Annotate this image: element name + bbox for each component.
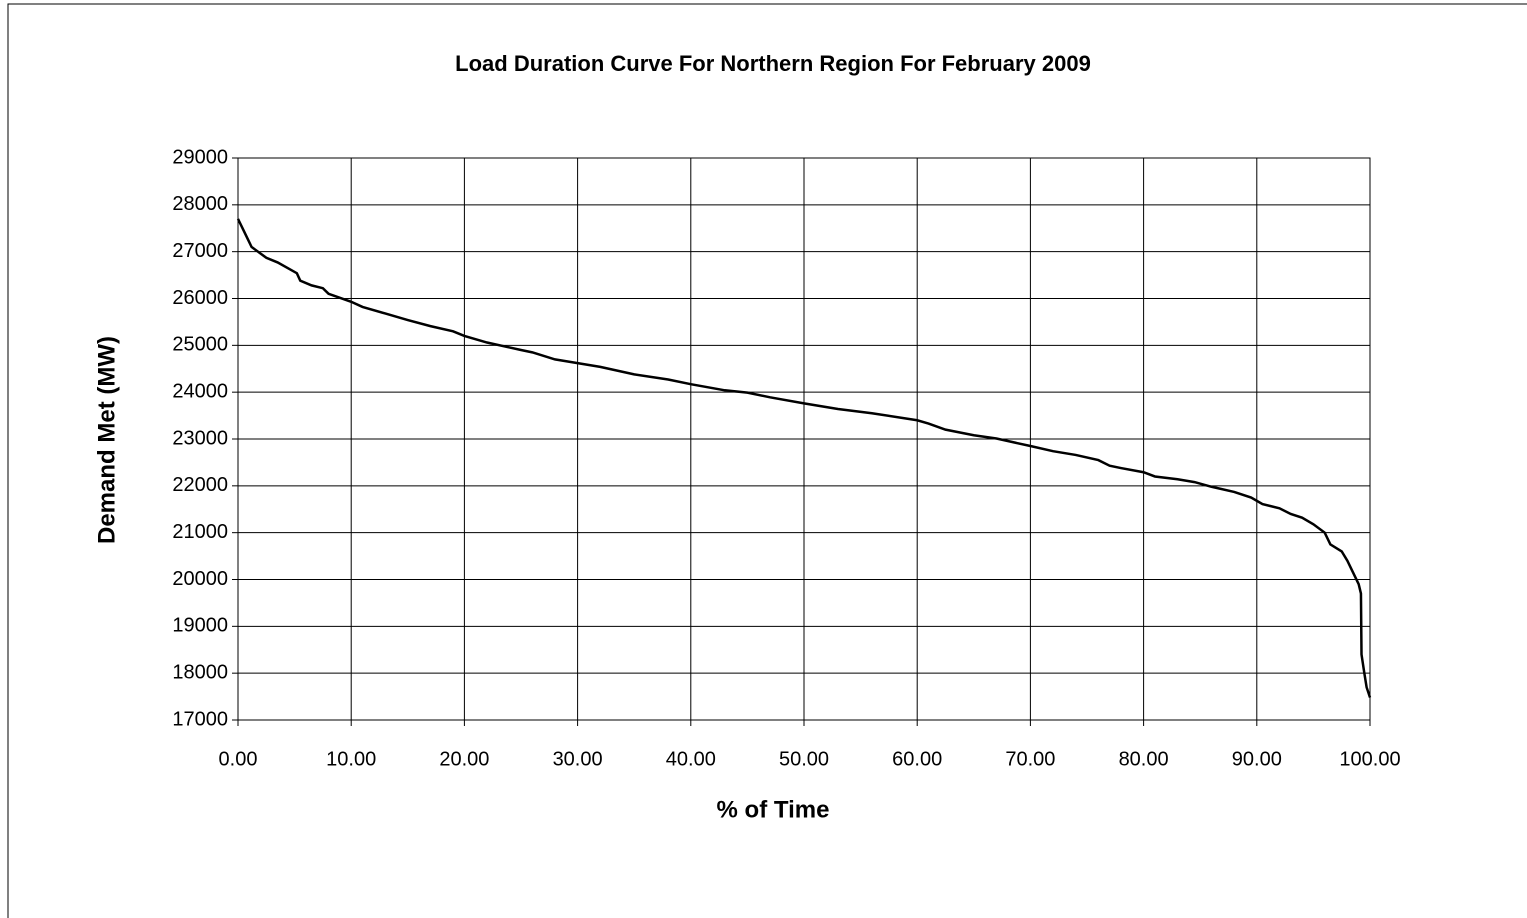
x-tick-label: 70.00 [1005, 748, 1055, 770]
x-tick-label: 20.00 [439, 748, 489, 770]
y-axis-label: Demand Met (MW) [93, 336, 120, 544]
y-tick-label: 22000 [172, 474, 228, 496]
x-tick-label: 30.00 [553, 748, 603, 770]
x-tick-label: 100.00 [1339, 748, 1400, 770]
y-tick-label: 27000 [172, 240, 228, 262]
y-tick-label: 17000 [172, 708, 228, 730]
y-tick-label: 20000 [172, 568, 228, 590]
chart-title: Load Duration Curve For Northern Region … [455, 51, 1091, 76]
x-tick-label: 10.00 [326, 748, 376, 770]
x-tick-label: 0.00 [219, 748, 258, 770]
y-tick-label: 26000 [172, 287, 228, 309]
x-tick-label: 40.00 [666, 748, 716, 770]
x-tick-label: 80.00 [1119, 748, 1169, 770]
plot-border [237, 157, 1371, 721]
y-tick-label: 25000 [172, 334, 228, 356]
x-tick-label: 60.00 [892, 748, 942, 770]
x-axis-label: % of Time [717, 796, 830, 823]
y-tick-label: 23000 [172, 427, 228, 449]
y-tick-label: 18000 [172, 661, 228, 683]
y-tick-label: 29000 [172, 146, 228, 168]
chart-frame [7, 3, 1527, 918]
y-tick-label: 28000 [172, 193, 228, 215]
y-tick-label: 19000 [172, 615, 228, 637]
x-tick-label: 50.00 [779, 748, 829, 770]
data-line [236, 218, 1372, 698]
y-tick-label: 21000 [172, 521, 228, 543]
y-tick-label: 24000 [172, 380, 228, 402]
x-tick-label: 90.00 [1232, 748, 1282, 770]
